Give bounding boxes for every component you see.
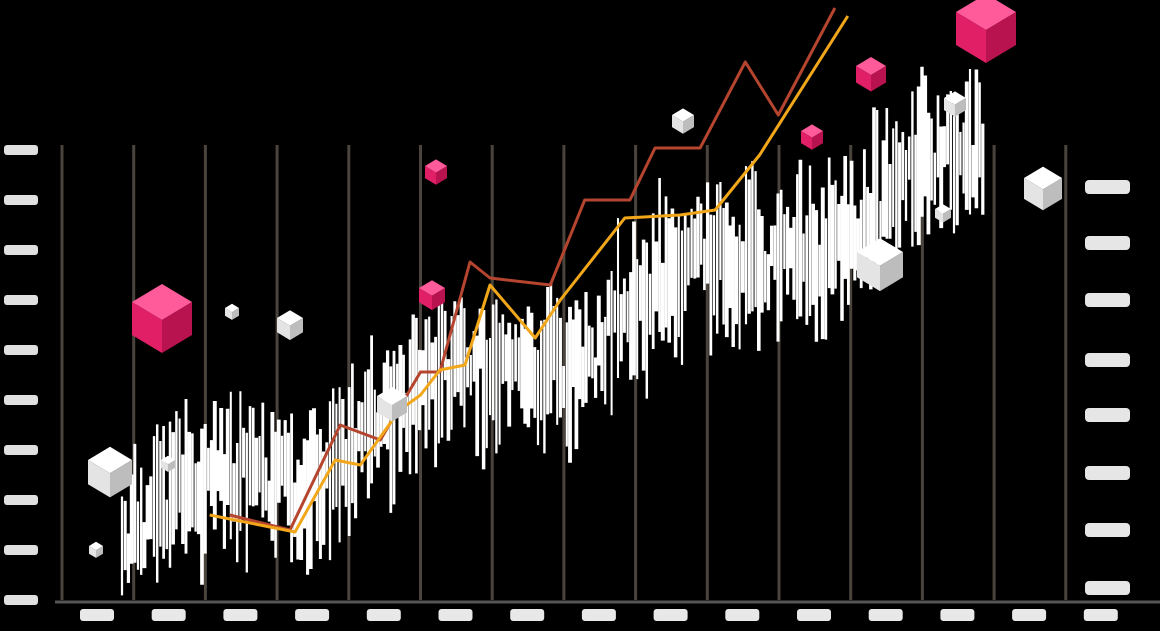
cube-left: [88, 460, 110, 498]
x-tick-blob: [295, 609, 330, 621]
cube-left: [419, 288, 432, 311]
x-tick-blob: [151, 609, 186, 621]
cube-right: [168, 460, 175, 472]
right-blob: [1085, 180, 1130, 194]
y-tick-mark: [4, 295, 38, 305]
cube-right: [871, 66, 886, 92]
series-line: [209, 15, 850, 534]
cube-left: [935, 209, 943, 223]
x-tick-blob: [797, 609, 831, 621]
cube-left: [801, 131, 812, 150]
cube-left: [672, 115, 683, 134]
cube-left: [89, 546, 96, 558]
spikes: [120, 66, 985, 596]
x-tick-blob: [223, 609, 258, 621]
cube-right: [436, 166, 447, 185]
cube-left: [377, 396, 392, 422]
cube-left: [425, 166, 436, 185]
cube-left: [225, 308, 232, 320]
x-tick-blob: [1083, 609, 1118, 621]
cube-left: [1024, 178, 1043, 211]
cube-left: [161, 460, 168, 472]
cube-top: [89, 541, 103, 551]
x-tick-blob: [940, 609, 975, 621]
cube-right: [110, 460, 132, 498]
cube-right: [96, 546, 103, 558]
cube-left: [944, 98, 955, 117]
right-blob: [1085, 581, 1130, 595]
x-tick-blob: [510, 609, 545, 621]
right-blob: [1085, 408, 1130, 422]
cube-right: [162, 302, 192, 353]
cube-right: [392, 396, 407, 422]
cube-left: [857, 252, 880, 292]
cube-right: [290, 318, 303, 341]
cube-right: [432, 288, 445, 311]
y-tick-mark: [4, 195, 38, 205]
cube-right: [943, 209, 951, 223]
x-tick-blob: [366, 609, 401, 621]
y-tick-mark: [4, 545, 38, 555]
right-blob: [1085, 466, 1130, 480]
cube-right: [986, 12, 1016, 63]
cube-top: [956, 0, 1016, 30]
x-tick-blob: [653, 609, 688, 621]
series-line: [229, 7, 837, 532]
cube-right: [812, 131, 823, 150]
x-tick-blob: [581, 609, 616, 621]
cube-right: [880, 252, 903, 292]
x-tick-blob: [80, 609, 114, 621]
x-tick-blob: [868, 609, 903, 621]
cube-left: [956, 12, 986, 63]
cube-top: [944, 91, 966, 105]
y-tick-mark: [4, 395, 38, 405]
y-tick-mark: [4, 595, 38, 605]
cube-left: [132, 302, 162, 353]
cube-left: [277, 318, 290, 341]
y-tick-mark: [4, 145, 38, 155]
cube-right: [955, 98, 966, 117]
right-blob: [1085, 236, 1130, 250]
x-tick-blob: [438, 609, 473, 621]
y-tick-mark: [4, 445, 38, 455]
cube-left: [856, 66, 871, 92]
x-tick-blob: [725, 609, 760, 621]
lines: [209, 7, 850, 534]
right-blob: [1085, 293, 1130, 307]
cube-right: [1043, 178, 1062, 211]
cube-top: [672, 108, 694, 122]
x-tick-blob: [1012, 609, 1047, 621]
cube-right: [683, 115, 694, 134]
cube-right: [232, 308, 239, 320]
right-blob: [1085, 523, 1130, 537]
y-tick-mark: [4, 245, 38, 255]
right-blob: [1085, 353, 1130, 367]
cube-top: [935, 204, 951, 214]
y-tick-mark: [4, 345, 38, 355]
y-tick-mark: [4, 495, 38, 505]
decoration: [1085, 180, 1130, 595]
cubes: [88, 0, 1062, 558]
